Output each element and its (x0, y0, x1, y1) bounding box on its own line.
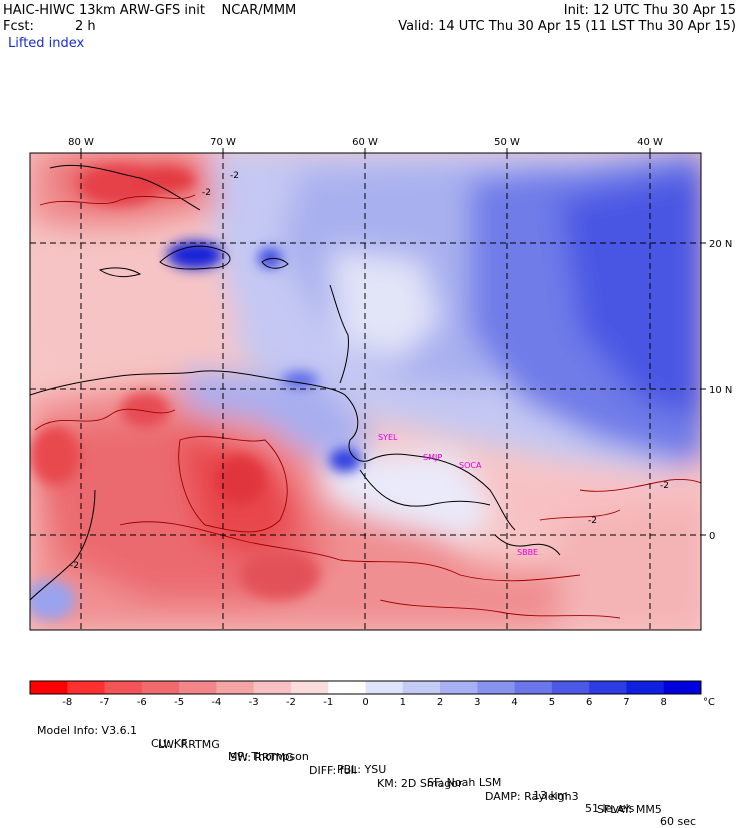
colorbar-tick-label: -4 (211, 697, 221, 708)
colorbar-tick-label: -7 (100, 697, 110, 708)
coastlines (30, 164, 561, 601)
colorbar-tick-label: 3 (474, 697, 480, 708)
colorbar-swatch (141, 681, 180, 694)
footer-item: DIFF: full (309, 764, 357, 777)
lon-label-50w: 50 W (494, 137, 520, 148)
colorbar-tick-label: 5 (549, 697, 555, 708)
colorbar-swatch (30, 681, 68, 694)
colorbar-swatch (253, 681, 292, 694)
colorbar-tick-label: 4 (511, 697, 517, 708)
footer-item: SW: RRTMG (230, 751, 294, 764)
lon-label-70w: 70 W (210, 137, 236, 148)
colorbar-swatch (216, 681, 255, 694)
init-time: Init: 12 UTC Thu 30 Apr 15 (563, 3, 736, 18)
colorbar-swatch (328, 681, 366, 694)
colorbar-swatch (551, 681, 590, 694)
model-title: HAIC-HIWC 13km ARW-GFS init NCAR/MMM (3, 3, 297, 18)
station-label-sbbe: SBBE (517, 548, 538, 557)
lat-label-10n: 10 N (709, 385, 732, 396)
station-label-syel: SYEL (378, 433, 398, 442)
colorbar-unit: °C (703, 697, 715, 708)
lon-label-60w: 60 W (352, 137, 378, 148)
footer-item: SFLAY: MM5 (597, 803, 662, 816)
contour-label: -2 (202, 188, 211, 198)
footer-item: 60 sec (660, 815, 697, 828)
colorbar-swatch (589, 681, 627, 694)
colorbar-swatch (179, 681, 217, 694)
colorbar-tick-label: -3 (249, 697, 259, 708)
colorbar-swatch (104, 681, 143, 694)
colorbar-swatch (290, 681, 329, 694)
lat-label-20n: 20 N (709, 239, 732, 250)
contour-label: -2 (70, 561, 79, 571)
colorbar-tick-label: 6 (586, 697, 592, 708)
colorbar-swatch (514, 681, 553, 694)
footer-item: DAMP: Rayleigh3 (485, 790, 579, 803)
station-label-smjp: SMJP (423, 453, 442, 462)
weather-map: 80 W 70 W 60 W 50 W 40 W 20 N 10 N 0 -2 … (29, 137, 732, 708)
colorbar-swatch (67, 681, 106, 694)
colorbar-tick-label: 7 (623, 697, 629, 708)
colorbar-tick-label: -2 (286, 697, 296, 708)
lon-label-80w: 80 W (68, 137, 94, 148)
colorbar-swatch (365, 681, 404, 694)
forecast-value: 2 h (75, 19, 96, 34)
footer-model-info: Model Info: V3.6.1 CU: KF MP: Thompson P… (30, 711, 696, 828)
colorbar-swatch (440, 681, 478, 694)
colorbar-tick-label: -1 (323, 697, 333, 708)
station-label-soca: SOCA (459, 461, 482, 470)
colorbar-swatch (477, 681, 516, 694)
colorbar-swatch (402, 681, 441, 694)
contour-lines (34, 194, 701, 619)
colorbar-tick-label: -8 (62, 697, 72, 708)
colorbar-tick-label: -5 (174, 697, 184, 708)
colorbar-tick-label: -6 (137, 697, 147, 708)
contour-label: -2 (660, 481, 669, 491)
colorbar-tick-label: 1 (400, 697, 406, 708)
grid-lines (30, 153, 701, 630)
footer-physics-info: LW: RRTMG SW: RRTMG DIFF: full KM: 2D Sm… (151, 725, 662, 816)
contour-label: -2 (588, 516, 597, 526)
footer-item: Model Info: V3.6.1 (37, 724, 138, 737)
colorbar-frame (29, 680, 702, 695)
colorbar-swatch (626, 681, 665, 694)
forecast-label: Fcst: (3, 19, 34, 34)
contour-label: -2 (230, 171, 239, 181)
colorbar-tick-label: 2 (437, 697, 443, 708)
valid-time: Valid: 14 UTC Thu 30 Apr 15 (11 LST Thu … (398, 19, 736, 34)
lon-label-40w: 40 W (637, 137, 663, 148)
map-field (30, 153, 701, 630)
colorbar-tick-label: 0 (362, 697, 368, 708)
lat-label-0: 0 (709, 531, 715, 542)
colorbar-swatch (663, 681, 702, 694)
colorbar: -8 -7 -6 -5 -4 -3 -2 -1 0 1 2 3 4 5 6 7 8 °C (29, 680, 715, 708)
footer-item: KM: 2D Smagor (377, 777, 463, 790)
field-name: Lifted index (8, 36, 85, 51)
colorbar-tick-label: 8 (661, 697, 667, 708)
